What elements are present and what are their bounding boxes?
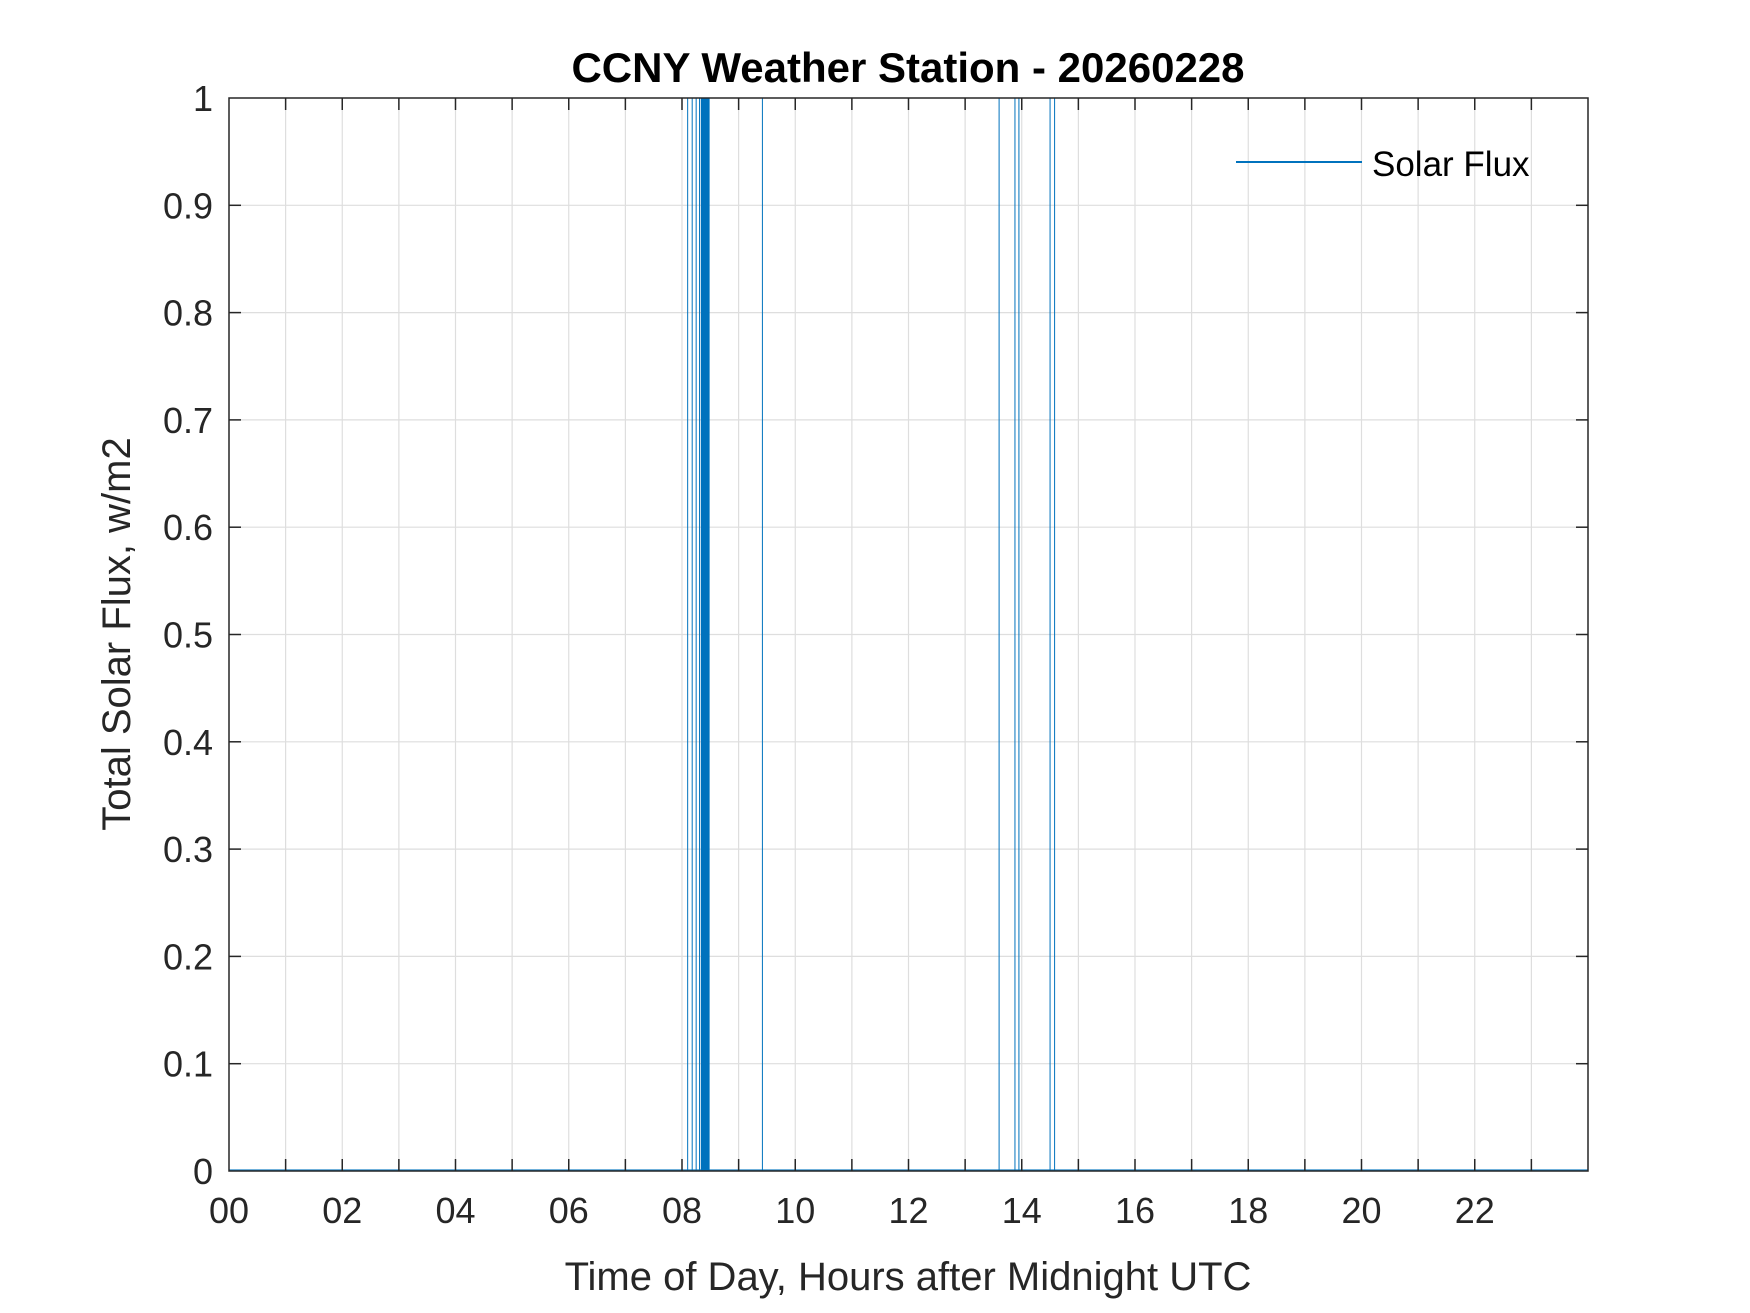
- y-tick-label: 0.6: [163, 507, 213, 548]
- x-tick-label: 14: [1002, 1190, 1042, 1231]
- y-axis-label: Total Solar Flux, w/m2: [95, 437, 139, 830]
- x-tick-label: 06: [549, 1190, 589, 1231]
- y-tick-label: 0.3: [163, 829, 213, 870]
- legend: Solar Flux: [1236, 145, 1530, 184]
- x-tick-label: 04: [435, 1190, 475, 1231]
- y-tick-label: 0.8: [163, 293, 213, 334]
- x-tick-label: 08: [662, 1190, 702, 1231]
- x-axis-label: Time of Day, Hours after Midnight UTC: [565, 1255, 1252, 1299]
- legend-label-solar-flux: Solar Flux: [1372, 145, 1530, 184]
- y-tick-label: 0.1: [163, 1044, 213, 1085]
- grid-lines: [229, 98, 1588, 1171]
- x-tick-label: 18: [1228, 1190, 1268, 1231]
- x-tick-label: 00: [209, 1190, 249, 1231]
- y-tick-label: 1: [193, 78, 213, 119]
- y-tick-label: 0.7: [163, 400, 213, 441]
- data-series: [229, 98, 1588, 1171]
- y-tick-label: 0.5: [163, 615, 213, 656]
- y-tick-label: 0: [193, 1151, 213, 1192]
- x-tick-label: 20: [1341, 1190, 1381, 1231]
- x-tick-label: 10: [775, 1190, 815, 1231]
- x-tick-label: 12: [888, 1190, 928, 1231]
- y-tick-label: 0.9: [163, 185, 213, 226]
- x-tick-label: 22: [1455, 1190, 1495, 1231]
- y-tick-label: 0.2: [163, 936, 213, 977]
- y-tick-label: 0.4: [163, 722, 213, 763]
- tick-labels: 00 02 04 06 08 10 12 14 16 18 20 22 0 0.1 0.2 0.3 0.4 0.5…: [163, 78, 1495, 1231]
- x-tick-label: 16: [1115, 1190, 1155, 1231]
- x-tick-label: 02: [322, 1190, 362, 1231]
- chart-title: CCNY Weather Station - 20260228: [571, 44, 1244, 91]
- axis-ticks: [229, 98, 1588, 1171]
